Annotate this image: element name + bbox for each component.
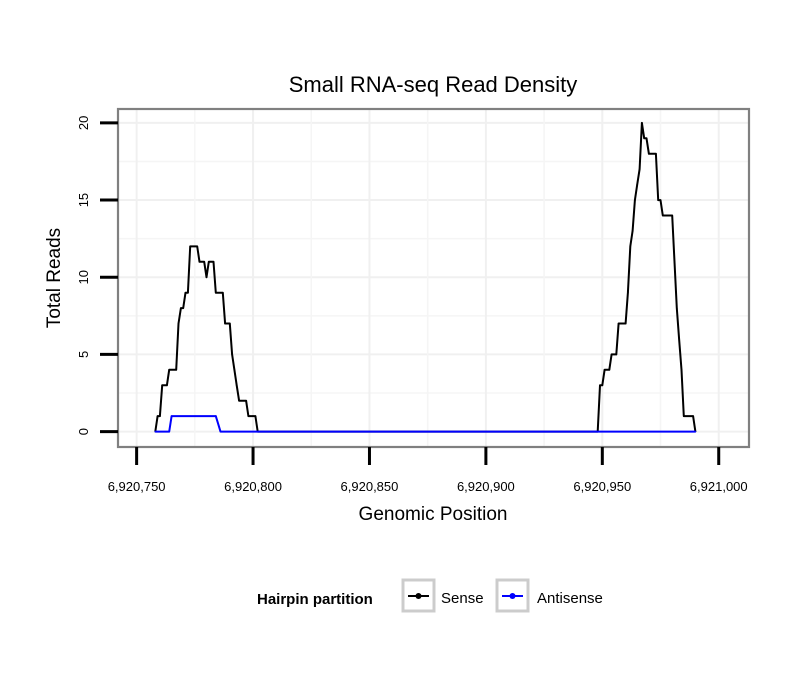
series-lines [154, 121, 697, 433]
data-point-sense [212, 261, 215, 263]
data-point-sense [198, 261, 201, 263]
series-line-antisense [155, 415, 696, 433]
data-point-sense [231, 353, 233, 356]
data-point-sense [238, 399, 240, 402]
data-point-sense [189, 245, 191, 248]
legend-label-sense: Sense [441, 590, 484, 607]
data-point-sense [184, 291, 187, 294]
data-point-sense [627, 291, 629, 294]
data-point-sense [177, 322, 180, 325]
data-point-sense [603, 369, 606, 371]
x-tick-label: 6,920,850 [341, 479, 399, 494]
data-point-sense [229, 322, 231, 325]
data-point-sense [608, 369, 611, 371]
data-point-sense [683, 415, 685, 417]
x-tick-label: 6,921,000 [690, 479, 748, 494]
y-axis-title: Total Reads [44, 228, 65, 328]
y-tick-label: 5 [76, 351, 91, 358]
legend-label-antisense: Antisense [537, 590, 603, 607]
data-point-sense [680, 369, 683, 371]
x-tick-label: 6,920,950 [573, 479, 631, 494]
data-point-sense [657, 199, 659, 201]
data-point-sense [676, 307, 678, 309]
data-point-sense [643, 137, 645, 140]
data-point-sense [180, 307, 182, 309]
data-point-sense [631, 230, 634, 232]
data-point-sense [629, 245, 632, 248]
y-axis: 0 5 10 15 20 [76, 116, 118, 435]
data-point-sense [601, 384, 604, 387]
data-point-sense [648, 153, 650, 155]
y-tick-label: 15 [76, 193, 91, 207]
grid-lines [118, 109, 749, 447]
data-point-sense [655, 153, 657, 155]
data-point-sense [205, 276, 208, 279]
data-point-sense [161, 384, 163, 387]
data-point-antisense [154, 430, 157, 433]
data-point-sense [156, 415, 159, 417]
data-point-sense [168, 369, 170, 371]
data-point-sense [615, 353, 618, 356]
data-point-sense [662, 214, 664, 217]
data-point-sense [196, 245, 198, 248]
data-point-sense [224, 322, 226, 325]
x-tick-label: 6,920,800 [224, 479, 282, 494]
data-point-sense [641, 122, 643, 124]
data-point-sense [617, 322, 620, 325]
data-point-sense [638, 168, 641, 170]
y-tick-label: 20 [76, 116, 91, 130]
data-point-sense [645, 137, 648, 140]
legend-point-antisense [509, 593, 516, 599]
data-point-sense [187, 291, 189, 294]
data-point-sense [636, 183, 638, 186]
x-tick-label: 6,920,900 [457, 479, 515, 494]
data-point-sense [678, 338, 680, 340]
chart-title: Small RNA-seq Read Density [289, 72, 578, 97]
legend-item-antisense: Antisense [495, 578, 603, 613]
plot-area [116, 107, 751, 449]
data-point-antisense [219, 430, 222, 433]
data-point-sense [671, 214, 673, 217]
x-tick-label: 6,920,750 [108, 479, 166, 494]
data-point-sense [245, 399, 247, 402]
data-point-sense [233, 369, 236, 371]
data-point-sense [215, 291, 217, 294]
data-point-sense [659, 199, 662, 201]
data-point-sense [673, 261, 676, 263]
data-point-sense [235, 384, 238, 387]
data-point-antisense [168, 430, 170, 433]
data-point-sense [634, 199, 636, 201]
data-point-sense [182, 307, 184, 309]
data-point-sense [613, 353, 615, 356]
legend-item-sense: Sense [401, 578, 484, 613]
legend: Hairpin partition Sense Antisense [257, 578, 603, 613]
data-point-sense [222, 291, 224, 294]
data-point-sense [175, 369, 177, 371]
legend-title: Hairpin partition [257, 591, 373, 608]
data-point-sense [166, 384, 168, 387]
data-point-sense [159, 415, 161, 417]
data-point-sense [692, 415, 694, 417]
x-axis-title: Genomic Position [359, 504, 508, 525]
y-tick-label: 10 [76, 270, 91, 284]
y-tick-label: 0 [76, 428, 91, 435]
data-point-sense [610, 353, 613, 356]
data-point-sense [208, 261, 210, 263]
legend-point-sense [415, 593, 422, 599]
data-point-sense [599, 384, 601, 387]
data-point-antisense [215, 415, 217, 417]
data-point-sense [252, 415, 254, 417]
data-point-sense [624, 322, 627, 325]
data-point-sense [203, 261, 205, 263]
x-axis: 6,920,750 6,920,800 6,920,850 6,920,900 6,92… [108, 447, 748, 494]
data-point-antisense [170, 415, 173, 417]
data-point-sense [254, 415, 257, 417]
data-point-antisense [694, 430, 697, 433]
data-point-sense [247, 415, 250, 417]
